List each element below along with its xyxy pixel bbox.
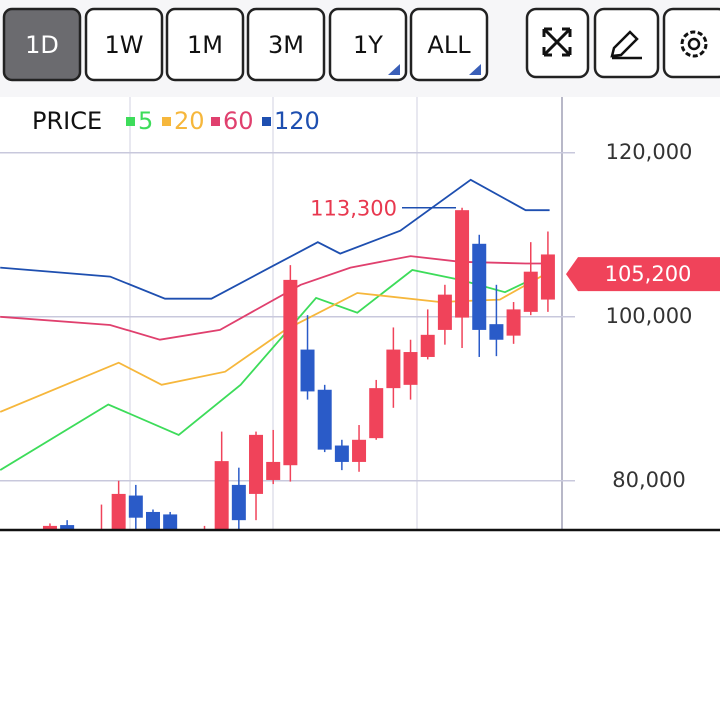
candle-body (523, 271, 538, 312)
expand-button[interactable] (525, 7, 590, 79)
button-bg (246, 7, 326, 82)
menu-indicator (388, 64, 400, 75)
legend-label: 120 (274, 107, 320, 135)
price-tag-label: 105,200 (605, 262, 692, 286)
candle-body (540, 254, 555, 300)
legend-swatch (126, 117, 135, 126)
candle-body (300, 349, 315, 392)
button-bg (165, 7, 245, 82)
legend-label: 60 (223, 107, 254, 135)
legend-swatch (262, 117, 271, 126)
legend-swatch (211, 117, 220, 126)
button-label: 3M (268, 31, 304, 59)
period-button[interactable]: 1Y (328, 7, 408, 82)
plot-area (0, 178, 555, 546)
candle-body (128, 495, 143, 518)
button-label: 1W (105, 31, 144, 59)
high-label: 113,300 (310, 197, 397, 221)
candle-body (455, 210, 470, 318)
legend-swatch (162, 117, 171, 126)
button-bg (2, 7, 82, 82)
candle-body (94, 532, 108, 539)
period-button[interactable]: 1W (84, 7, 164, 82)
legend-label: PRICE (32, 107, 102, 135)
draw-button[interactable] (593, 7, 660, 79)
candle-body (231, 484, 246, 521)
y-tick-label: 80,000 (612, 468, 685, 492)
ma-line (0, 255, 550, 341)
candle-body (472, 243, 487, 330)
button-label: 1D (25, 31, 59, 59)
ma-line (0, 178, 550, 300)
candle-body (489, 324, 504, 340)
candle-body (369, 388, 384, 439)
period-button[interactable]: ALL (409, 7, 489, 82)
button-label: ALL (427, 31, 471, 59)
period-button[interactable]: 1M (165, 7, 245, 82)
candle-body (163, 514, 178, 530)
price-tag (566, 257, 720, 292)
candle-body (506, 309, 521, 336)
button-bg (84, 7, 164, 82)
candle-body (352, 439, 367, 462)
candle-body (403, 352, 418, 385)
button-label: 1Y (353, 31, 383, 59)
candle-body (42, 525, 57, 530)
candle-body (386, 349, 401, 389)
period-button[interactable]: 1D (2, 7, 82, 82)
button-label: 1M (187, 31, 223, 59)
grid: 80,000 100,000 120,000 (0, 140, 692, 492)
candle-body (214, 461, 229, 530)
candle-body (145, 511, 160, 530)
legend-label: 5 (138, 107, 153, 135)
y-tick-label: 100,000 (606, 304, 693, 328)
period-button[interactable]: 3M (246, 7, 326, 82)
candle-body (198, 534, 212, 546)
toolbar: 1D 1W 1M 3M 1Y ALL (2, 7, 489, 82)
candle-body (283, 279, 298, 466)
candle-body (334, 445, 349, 462)
candle-body (111, 493, 126, 530)
candle-body (317, 389, 332, 450)
y-tick-label: 120,000 (606, 140, 693, 164)
candle-body (437, 294, 452, 330)
candle-body (420, 334, 435, 357)
candle-body (266, 461, 281, 480)
menu-indicator (469, 64, 481, 75)
button-bg (328, 7, 408, 82)
button-bg (409, 7, 489, 82)
settings-button[interactable] (662, 7, 720, 79)
candle-body (60, 525, 75, 530)
overlay: PRICE 5 20 60 120 113,300 105,200 (32, 107, 720, 292)
candle-body (249, 434, 264, 494)
legend-label: 20 (174, 107, 205, 135)
